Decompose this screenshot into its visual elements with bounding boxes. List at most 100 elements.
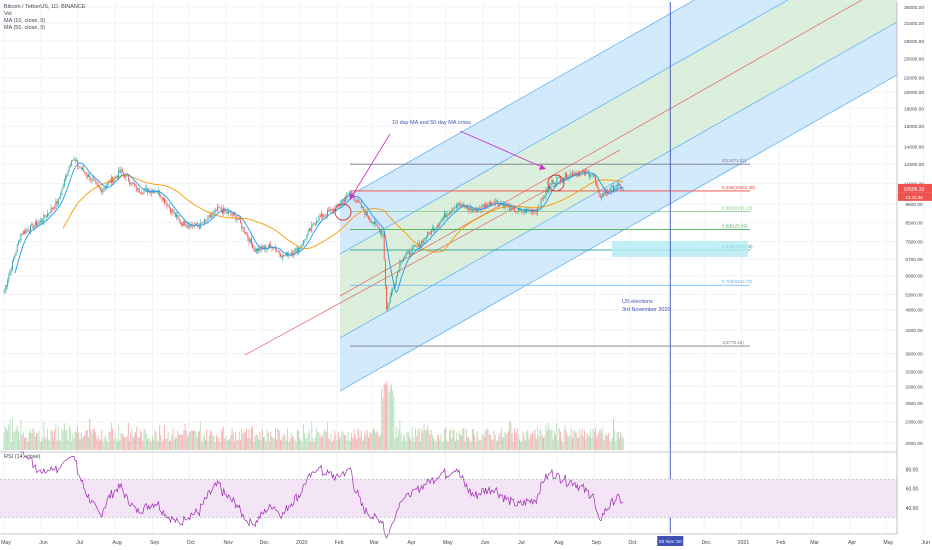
price-tick-9: 12500.00 <box>904 162 924 168</box>
volume-bar-50 <box>63 423 65 450</box>
volume-bar-264 <box>322 437 324 450</box>
candle-body-258 <box>314 223 316 225</box>
candle-body-27 <box>36 221 38 226</box>
candle-body-374 <box>454 207 456 209</box>
volume-bar-215 <box>263 436 264 450</box>
volume-bar-317 <box>386 381 388 450</box>
candle-body-400 <box>486 203 488 207</box>
volume-bar-510 <box>619 438 621 450</box>
volume-bar-254 <box>310 441 312 450</box>
candle-body-200 <box>244 232 246 235</box>
candle-body-353 <box>429 232 431 235</box>
candle-body-126 <box>155 191 157 193</box>
volume-bar-156 <box>191 430 193 450</box>
candle-body-107 <box>132 182 134 184</box>
volume-bar-185 <box>226 440 228 450</box>
candle-body-22 <box>30 225 32 232</box>
ma-cross-label: 10 day MA and 50 day MA cross <box>392 120 471 126</box>
last-price-badge <box>898 183 932 193</box>
candle-body-250 <box>305 239 307 240</box>
volume-bar-27 <box>36 432 38 450</box>
volume-bar-263 <box>320 434 322 450</box>
candle-body-24 <box>32 224 34 229</box>
volume-bar-442 <box>537 427 538 450</box>
volume-bar-344 <box>418 428 420 450</box>
candle-body-74 <box>92 179 94 180</box>
volume-bar-84 <box>104 435 106 450</box>
volume-bar-496 <box>602 428 604 450</box>
volume-bar-196 <box>240 440 242 450</box>
candle-body-38 <box>49 212 51 214</box>
volume-bar-372 <box>452 429 454 450</box>
candle-body-132 <box>162 198 164 201</box>
volume-bar-221 <box>270 431 272 450</box>
volume-bar-56 <box>71 441 73 450</box>
volume-bar-383 <box>465 428 467 450</box>
candle-body-271 <box>330 209 332 211</box>
candle-body-283 <box>345 198 347 202</box>
candle-body-65 <box>82 167 83 169</box>
fib-label-2: 0.382(9151.23) <box>722 205 753 210</box>
volume-bar-244 <box>298 430 299 450</box>
price-tick-22: 2600.00 <box>905 401 923 407</box>
volume-bar-414 <box>503 437 505 450</box>
volume-bar-146 <box>179 434 181 450</box>
volume-bar-165 <box>202 436 204 450</box>
candle-body-297 <box>362 206 363 208</box>
candle-body-503 <box>610 186 612 192</box>
volume-bar-43 <box>55 422 57 450</box>
volume-bar-258 <box>314 437 316 450</box>
candle-body-188 <box>230 212 232 215</box>
volume-bar-32 <box>42 437 44 450</box>
volume-bar-67 <box>84 434 86 450</box>
candle-body-384 <box>467 206 468 209</box>
candle-body-244 <box>298 248 299 253</box>
volume-bar-159 <box>195 431 197 450</box>
volume-bar-468 <box>568 436 570 450</box>
candle-body-256 <box>312 223 314 225</box>
volume-bar-262 <box>319 437 321 450</box>
volume-bar-180 <box>220 431 222 450</box>
volume-bar-73 <box>91 433 93 450</box>
price-tick-6: 18000.00 <box>904 106 924 112</box>
volume-bar-95 <box>118 424 120 450</box>
candle-body-266 <box>324 215 326 216</box>
volume-bar-117 <box>144 429 146 450</box>
volume-bar-123 <box>152 435 153 450</box>
volume-bar-449 <box>545 424 547 450</box>
candle-body-404 <box>491 202 493 206</box>
candle-body-129 <box>159 190 161 197</box>
candle-body-52 <box>66 175 68 177</box>
candle-body-299 <box>364 211 366 215</box>
volume-bar-312 <box>380 434 382 450</box>
candle-body-118 <box>145 188 147 189</box>
volume-bar-128 <box>158 441 159 450</box>
candle-body-112 <box>138 188 140 193</box>
candle-body-424 <box>515 211 517 213</box>
candle-body-179 <box>219 207 221 209</box>
volume-bar-357 <box>434 441 436 450</box>
volume-bar-352 <box>428 429 430 450</box>
candle-body-468 <box>568 176 570 179</box>
volume-bar-132 <box>162 439 164 450</box>
volume-bar-102 <box>126 435 128 450</box>
candle-body-145 <box>178 217 180 221</box>
volume-bar-22 <box>30 429 32 450</box>
volume-bar-338 <box>411 427 413 450</box>
candle-body-295 <box>359 202 361 204</box>
volume-bar-290 <box>353 429 355 450</box>
candle-body-300 <box>365 211 367 215</box>
volume-bar-217 <box>265 441 267 450</box>
candle-body-315 <box>383 233 385 261</box>
volume-bar-501 <box>608 432 610 450</box>
volume-bar-163 <box>200 421 202 450</box>
volume-bar-405 <box>492 439 494 450</box>
volume-bar-2 <box>5 428 7 450</box>
volume-bar-90 <box>112 428 114 450</box>
candle-body-154 <box>189 225 191 228</box>
candle-body-262 <box>319 216 321 217</box>
price-tick-23: 2300.00 <box>905 420 923 426</box>
candle-body-165 <box>202 222 204 224</box>
volume-bar-445 <box>540 430 542 450</box>
